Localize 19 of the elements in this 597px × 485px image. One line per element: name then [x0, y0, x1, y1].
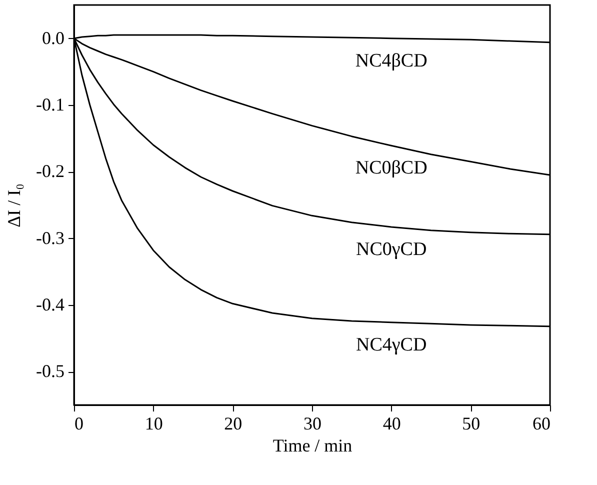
y-tick-label: -0.5	[36, 361, 64, 382]
y-tick-label: -0.3	[36, 228, 64, 248]
y-tick-label: 0.0	[42, 28, 64, 48]
y-tick-label: -0.2	[36, 161, 64, 182]
series-label: NC0βCD	[355, 158, 428, 179]
x-tick-label: 40	[382, 414, 401, 434]
x-tick-label: 20	[224, 414, 242, 434]
series-label: NC4βCD	[355, 50, 428, 72]
series-label: NC4γCD	[356, 334, 427, 356]
x-tick-label: 50	[462, 414, 480, 434]
y-tick-label: -0.4	[36, 294, 64, 314]
x-tick-label: 10	[144, 414, 163, 434]
series-label: NC0γCD	[356, 239, 427, 260]
x-tick-label: 60	[532, 414, 550, 434]
x-axis-title: Time / min	[272, 436, 352, 456]
y-axis-title: ΔI / I₀	[4, 184, 24, 228]
x-tick-label: 30	[304, 414, 322, 434]
y-tick-label: -0.1	[36, 94, 64, 114]
x-tick-label: 0	[74, 414, 84, 434]
